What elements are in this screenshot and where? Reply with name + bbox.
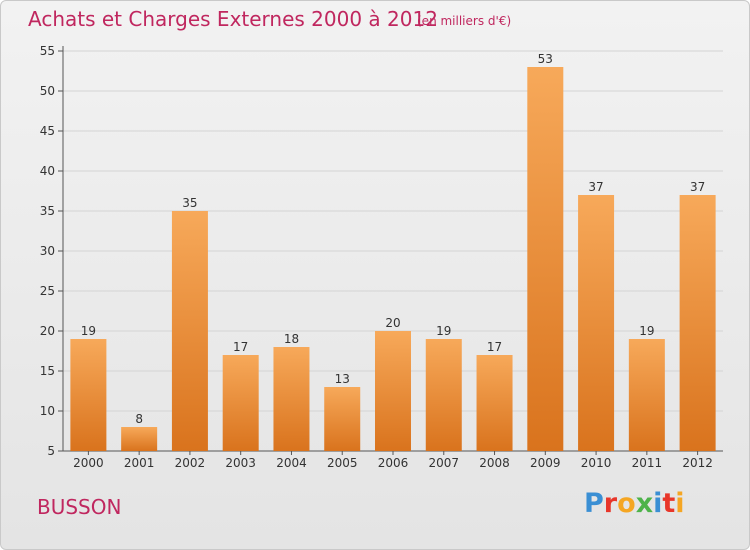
x-tick-label-2011: 2011 [632, 456, 663, 470]
data-label-2008: 17 [487, 340, 502, 354]
data-label-2012: 37 [690, 180, 705, 194]
data-label-2001: 8 [135, 412, 143, 426]
y-tick-label: 30 [40, 244, 55, 258]
x-tick-label-2003: 2003 [225, 456, 256, 470]
data-label-2007: 19 [436, 324, 451, 338]
data-label-2003: 17 [233, 340, 248, 354]
bar-2000 [70, 339, 107, 451]
bar-2005 [324, 387, 361, 451]
y-tick-label: 45 [40, 124, 55, 138]
x-tick-label-2008: 2008 [479, 456, 510, 470]
y-tick-label: 10 [40, 404, 55, 418]
bar-2011 [628, 339, 665, 451]
logo-letter: t [662, 488, 676, 519]
x-tick-label-2001: 2001 [124, 456, 155, 470]
commune-name: BUSSON [37, 495, 122, 519]
x-tick-label-2005: 2005 [327, 456, 358, 470]
logo-letter: r [603, 488, 618, 519]
chart-title: Achats et Charges Externes 2000 à 2012 [28, 7, 438, 31]
data-label-2011: 19 [639, 324, 654, 338]
x-tick-label-2006: 2006 [378, 456, 409, 470]
data-label-2005: 13 [335, 372, 350, 386]
logo-letter: i [675, 488, 685, 519]
y-tick-label: 20 [40, 324, 55, 338]
x-tick-label-2012: 2012 [682, 456, 713, 470]
x-tick-label-2000: 2000 [73, 456, 104, 470]
bar-2009 [527, 67, 564, 451]
y-tick-label: 50 [40, 84, 55, 98]
x-tick-label-2010: 2010 [581, 456, 612, 470]
y-tick-label: 25 [40, 284, 55, 298]
logo-letter: o [617, 488, 636, 519]
logo-letter: P [584, 488, 604, 519]
logo-letter: i [653, 488, 663, 519]
y-tick-label: 15 [40, 364, 55, 378]
bars [70, 67, 716, 451]
logo-letter: x [635, 488, 654, 519]
data-label-2009: 53 [538, 52, 553, 66]
bar-2004 [273, 347, 310, 451]
bar-2002 [171, 211, 208, 451]
data-label-2006: 20 [385, 316, 400, 330]
chart-subtitle: (en milliers d'€) [417, 14, 512, 28]
axes: 5 10 15 20 25 30 35 40 45 50 55 [40, 44, 723, 458]
bar-2003 [222, 355, 259, 451]
y-tick-label: 40 [40, 164, 55, 178]
labels: 19 2000 8 2001 35 2002 17 2003 18 2004 13 2005 20 200… [73, 52, 713, 470]
x-tick-label-2004: 2004 [276, 456, 307, 470]
data-label-2010: 37 [588, 180, 603, 194]
proxiti-logo: Proxiti [584, 488, 685, 519]
bar-2007 [425, 339, 462, 451]
x-tick-label-2007: 2007 [428, 456, 459, 470]
data-label-2004: 18 [284, 332, 299, 346]
data-label-2000: 19 [81, 324, 96, 338]
bar-2010 [578, 195, 615, 451]
data-label-2002: 35 [182, 196, 197, 210]
bar-2008 [476, 355, 513, 451]
y-tick-label: 35 [40, 204, 55, 218]
x-tick-label-2002: 2002 [175, 456, 206, 470]
y-tick-label: 5 [47, 444, 55, 458]
x-tick-label-2009: 2009 [530, 456, 561, 470]
bar-2001 [121, 427, 158, 451]
y-tick-label: 55 [40, 44, 55, 58]
bar-2012 [679, 195, 716, 451]
bar-2006 [375, 331, 411, 451]
